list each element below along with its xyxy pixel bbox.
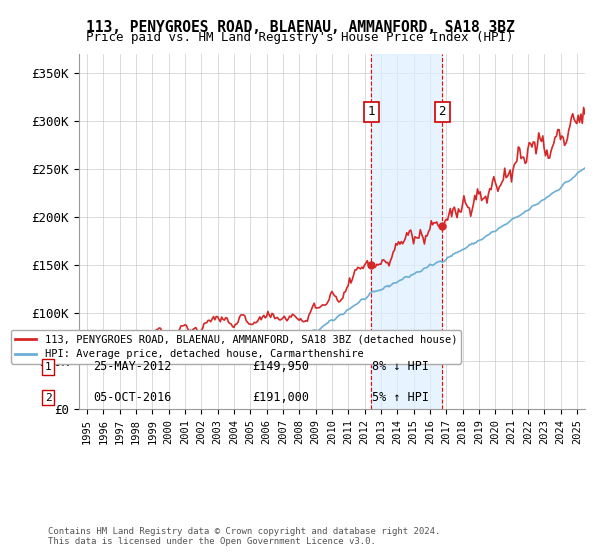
Bar — [371, 54, 442, 409]
Text: £191,000: £191,000 — [252, 391, 309, 404]
Text: 2: 2 — [439, 105, 446, 118]
Text: 1: 1 — [44, 362, 52, 372]
Text: 25-MAY-2012: 25-MAY-2012 — [93, 360, 172, 374]
Text: Contains HM Land Registry data © Crown copyright and database right 2024.
This d: Contains HM Land Registry data © Crown c… — [48, 526, 440, 546]
Legend: 113, PENYGROES ROAD, BLAENAU, AMMANFORD, SA18 3BZ (detached house), HPI: Average: 113, PENYGROES ROAD, BLAENAU, AMMANFORD,… — [11, 330, 461, 363]
Text: 1: 1 — [367, 105, 375, 118]
Text: 5% ↑ HPI: 5% ↑ HPI — [372, 391, 429, 404]
Text: 8% ↓ HPI: 8% ↓ HPI — [372, 360, 429, 374]
Text: Price paid vs. HM Land Registry's House Price Index (HPI): Price paid vs. HM Land Registry's House … — [86, 31, 514, 44]
Text: £149,950: £149,950 — [252, 360, 309, 374]
Text: 2: 2 — [44, 393, 52, 403]
Text: 05-OCT-2016: 05-OCT-2016 — [93, 391, 172, 404]
Text: 113, PENYGROES ROAD, BLAENAU, AMMANFORD, SA18 3BZ: 113, PENYGROES ROAD, BLAENAU, AMMANFORD,… — [86, 20, 514, 35]
